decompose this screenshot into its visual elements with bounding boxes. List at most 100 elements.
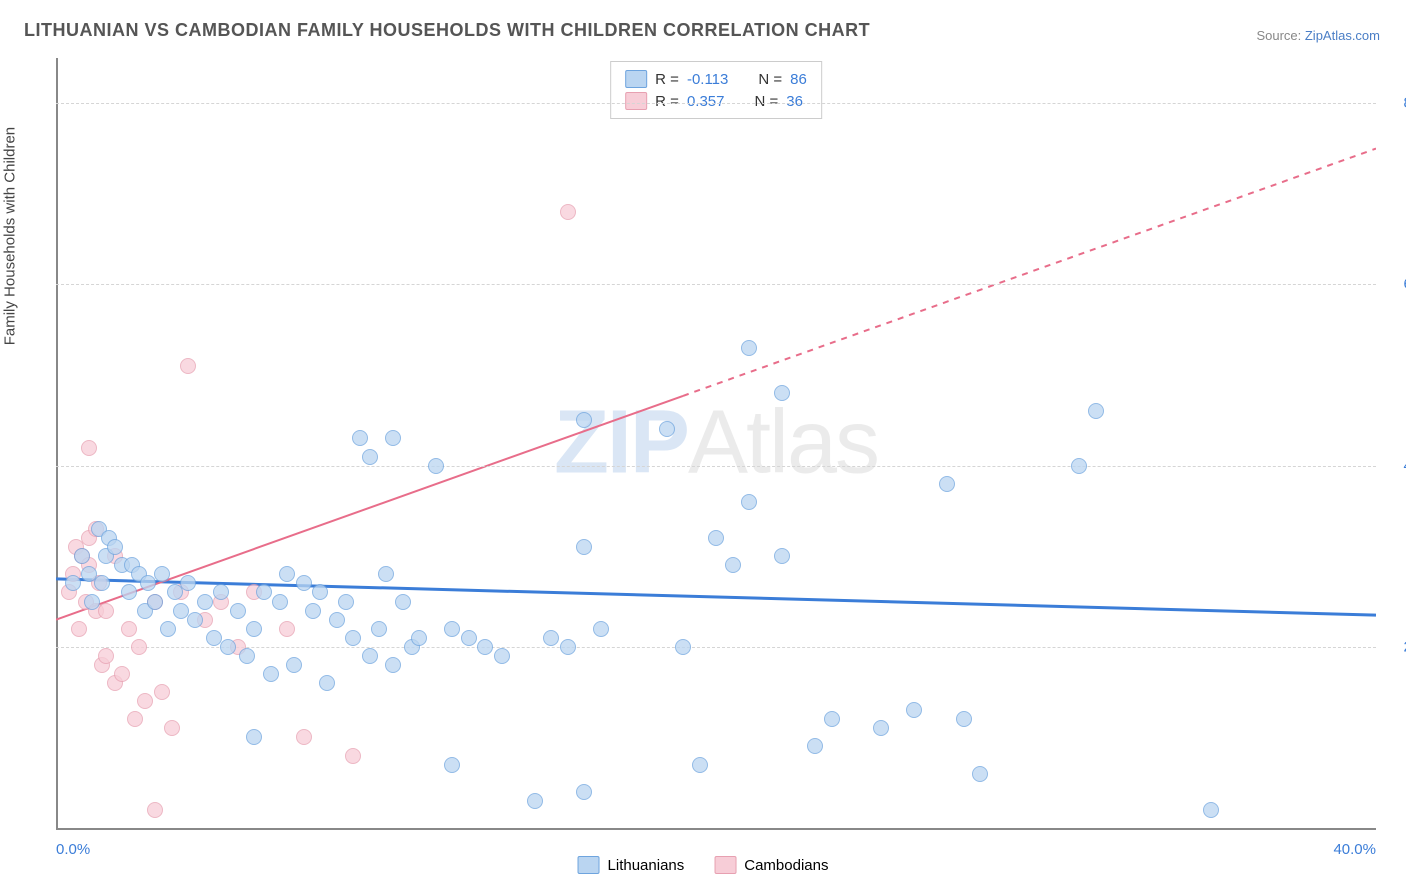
legend-swatch [625,92,647,110]
data-point [527,793,543,809]
data-point [972,766,988,782]
data-point [395,594,411,610]
data-point [239,648,255,664]
gridline-h [56,647,1376,648]
data-point [659,421,675,437]
data-point [312,584,328,600]
data-point [263,666,279,682]
y-axis-label: Family Households with Children [2,127,19,345]
data-point [160,621,176,637]
legend-swatch [714,856,736,874]
legend-n-label: N = [758,71,782,88]
y-tick-label: 60.0% [1386,276,1406,293]
data-point [127,711,143,727]
y-axis-line [56,58,58,828]
data-point [338,594,354,610]
data-point [807,738,823,754]
data-point [560,639,576,655]
data-point [741,494,757,510]
data-point [94,575,110,591]
data-point [906,702,922,718]
data-point [319,675,335,691]
data-point [385,657,401,673]
data-point [296,575,312,591]
data-point [230,603,246,619]
data-point [824,711,840,727]
series-legend-item: Cambodians [714,856,828,874]
chart-area: ZIPAtlas R =-0.113N =86R =0.357N =36 20.… [56,58,1376,830]
data-point [71,621,87,637]
watermark: ZIPAtlas [554,392,878,495]
data-point [477,639,493,655]
legend-r-label: R = [655,71,679,88]
legend-row: R =0.357N =36 [625,90,807,112]
data-point [121,584,137,600]
legend-swatch [625,70,647,88]
data-point [286,657,302,673]
data-point [213,584,229,600]
data-point [272,594,288,610]
data-point [411,630,427,646]
data-point [1203,802,1219,818]
legend-n-value: 86 [790,71,807,88]
legend-r-value: 0.357 [687,93,725,110]
y-tick-label: 20.0% [1386,638,1406,655]
data-point [956,711,972,727]
source-prefix: Source: [1256,28,1304,43]
data-point [329,612,345,628]
data-point [741,340,757,356]
data-point [98,603,114,619]
data-point [246,621,262,637]
data-point [774,548,790,564]
data-point [362,449,378,465]
data-point [81,440,97,456]
legend-n-value: 36 [786,93,803,110]
legend-swatch [578,856,600,874]
series-name: Cambodians [744,857,828,874]
y-tick-label: 80.0% [1386,95,1406,112]
data-point [65,575,81,591]
data-point [1088,403,1104,419]
data-point [428,458,444,474]
data-point [593,621,609,637]
data-point [371,621,387,637]
data-point [84,594,100,610]
data-point [378,566,394,582]
data-point [256,584,272,600]
data-point [147,594,163,610]
data-point [305,603,321,619]
data-point [494,648,510,664]
data-point [444,757,460,773]
data-point [164,720,180,736]
series-legend: Lithuanians Cambodians [578,856,829,874]
data-point [197,594,213,610]
data-point [939,476,955,492]
source-name: ZipAtlas.com [1305,28,1380,43]
data-point [345,748,361,764]
trend-lines [56,58,1376,828]
data-point [114,666,130,682]
data-point [107,539,123,555]
gridline-h [56,284,1376,285]
data-point [279,566,295,582]
x-tick-label: 0.0% [56,841,90,858]
data-point [180,575,196,591]
source-link[interactable]: Source: ZipAtlas.com [1256,28,1380,43]
gridline-h [56,103,1376,104]
data-point [296,729,312,745]
data-point [246,729,262,745]
legend-r-value: -0.113 [687,71,728,88]
legend-r-label: R = [655,93,679,110]
data-point [137,693,153,709]
data-point [1071,458,1087,474]
data-point [385,430,401,446]
data-point [576,784,592,800]
correlation-legend: R =-0.113N =86R =0.357N =36 [610,61,822,119]
series-legend-item: Lithuanians [578,856,685,874]
data-point [675,639,691,655]
data-point [725,557,741,573]
legend-row: R = -0.113 N = 86 [625,68,807,90]
data-point [352,430,368,446]
data-point [345,630,361,646]
data-point [543,630,559,646]
